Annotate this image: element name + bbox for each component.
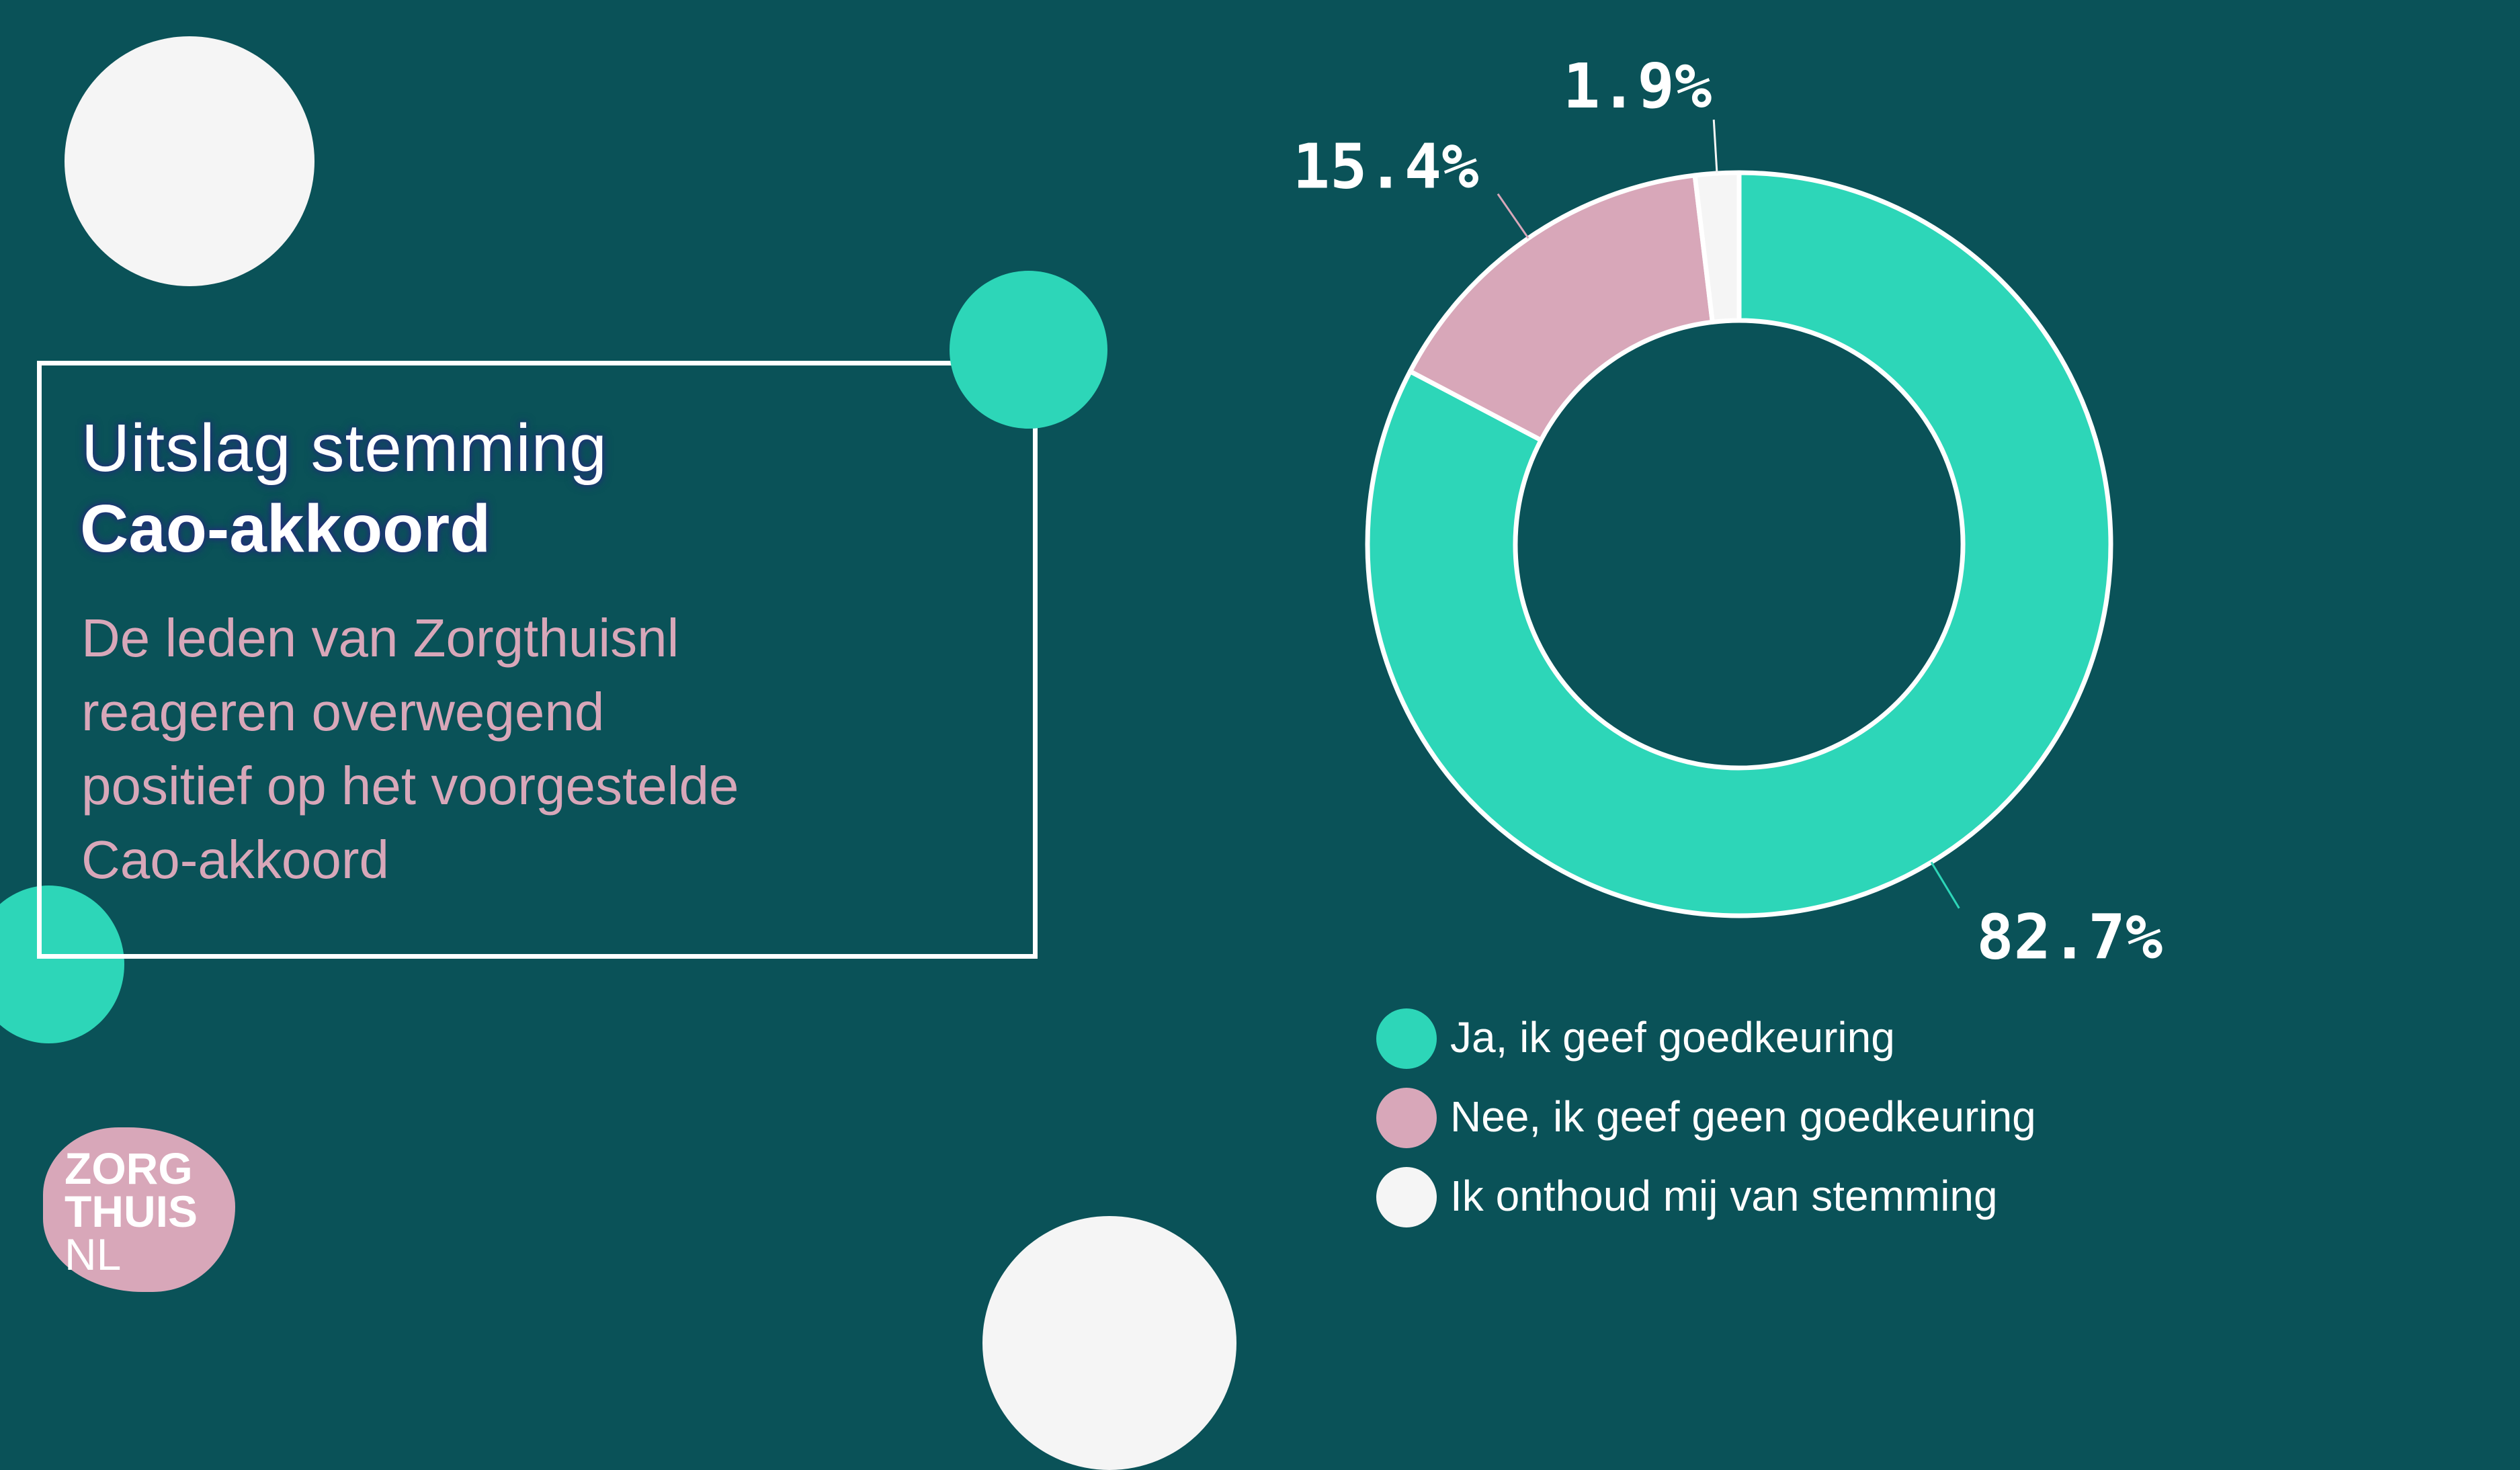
leader-line-nee [1497, 193, 1529, 239]
logo-text-thuis: THUIS [65, 1186, 198, 1236]
zorgthuisnl-logo: ZORG THUIS NL [43, 1127, 235, 1292]
legend-label-ja: Ja, ik geef goedkeuring [1450, 1013, 1895, 1062]
title-line-2: Cao-akkoord [80, 491, 491, 566]
leader-line-ja [1930, 861, 1960, 909]
donut-slice-onthoud [1692, 170, 1742, 325]
decorative-circle-teal-left [0, 885, 124, 1043]
description-text: De leden van Zorgthuisnl reageren overwe… [81, 608, 739, 890]
decorative-circle-white-top [65, 36, 314, 286]
slice-label-nee: 15.4% [1293, 131, 1479, 203]
donut-chart: 82.7% 15.4% 1.9% [1293, 50, 2163, 973]
leader-line-onthoud [1712, 120, 1718, 174]
info-box-frame [37, 361, 1038, 959]
legend-swatch-ja [1376, 1008, 1437, 1069]
legend-swatch-onthoud [1376, 1167, 1437, 1227]
legend-label-nee: Nee, ik geef geen goedkeuring [1450, 1092, 2036, 1141]
decorative-circle-teal-top [950, 271, 1107, 429]
title-line-1: Uitslag stemming [81, 410, 607, 486]
donut-slice-ja [1365, 170, 2113, 918]
donut-slice-nee [1407, 173, 1715, 443]
legend-label-onthoud: Ik onthoud mij van stemming [1450, 1172, 1998, 1220]
donut-slices [1365, 170, 2113, 918]
slice-label-ja: 82.7% [1976, 902, 2162, 974]
logo-text-zorg: ZORG [65, 1143, 193, 1193]
legend-swatch-nee [1376, 1088, 1437, 1148]
slice-label-onthoud: 1.9% [1563, 50, 1712, 122]
logo-text-nl: NL [65, 1229, 122, 1279]
donut-labels: 82.7% 15.4% 1.9% [1293, 50, 2163, 973]
